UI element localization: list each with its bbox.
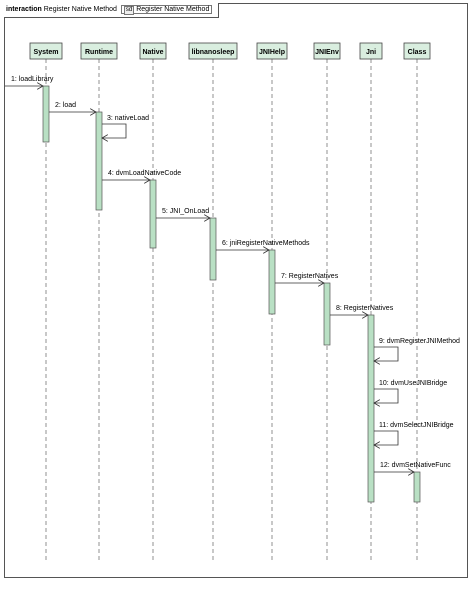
interaction-reference[interactable]: sd Register Native Method (120, 5, 213, 15)
participant-class[interactable] (403, 42, 431, 60)
frame-name: Register Native Method (43, 6, 117, 13)
message-arrow-3-nativeload (102, 123, 127, 138)
participant-libnanosleep[interactable] (188, 42, 238, 60)
activation-bar (95, 111, 103, 211)
message-label-11-dvmselectjnibridge: 11: dvmSelectJNIBridge (379, 422, 454, 429)
activation-bar (268, 249, 276, 315)
activation-bar (42, 85, 50, 143)
message-label-2-load: 2: load (55, 102, 76, 109)
participant-label-runtime: Runtime (85, 49, 113, 56)
activation-bar (367, 314, 375, 503)
message-arrow-9-dvmregisterjnimethod (374, 346, 399, 361)
message-label-3-nativeload: 3: nativeLoad (107, 115, 149, 122)
participant-system[interactable] (29, 42, 63, 60)
participant-label-native: Native (142, 49, 163, 56)
message-label-5-jni-onload: 5: JNI_OnLoad (162, 208, 209, 215)
message-label-1-loadlibrary: 1: loadLibrary (11, 76, 54, 83)
activation-bar (323, 282, 331, 346)
message-label-4-dvmloadnativecode: 4: dvmLoadNativeCode (108, 170, 181, 177)
reference-name: Register Native Method (136, 6, 210, 13)
activation-bar (149, 179, 157, 249)
message-label-7-registernatives: 7: RegisterNatives (281, 273, 339, 280)
message-arrow-11-dvmselectjnibridge (374, 430, 399, 445)
frame-title-tab: interaction Register Native Method sd Reg… (4, 3, 220, 18)
participant-jni[interactable] (359, 42, 383, 60)
message-label-8-registernatives: 8: RegisterNatives (336, 305, 394, 312)
message-label-9-dvmregisterjnimethod: 9: dvmRegisterJNIMethod (379, 338, 460, 345)
participant-label-class: Class (408, 49, 427, 56)
interaction-frame (4, 3, 468, 578)
message-label-10-dvmusejnibridge: 10: dvmUseJNIBridge (379, 380, 447, 387)
participant-native[interactable] (139, 42, 167, 60)
participant-runtime[interactable] (80, 42, 118, 60)
participant-label-system: System (34, 49, 59, 56)
participant-jnihelp[interactable] (256, 42, 288, 60)
message-label-6-jniregisternativemethods: 6: jniRegisterNativeMethods (222, 240, 310, 247)
participant-label-jnihelp: JNIHelp (259, 49, 285, 56)
activation-bar (209, 217, 217, 281)
frame-keyword: interaction (6, 6, 42, 13)
participant-label-jni: Jni (366, 49, 376, 56)
sequence-diagram-icon: sd (123, 6, 135, 15)
message-label-12-dvmsetnativefunc: 12: dvmSetNativeFunc (380, 462, 451, 469)
message-arrow-10-dvmusejnibridge (374, 388, 399, 403)
participant-jnienv[interactable] (313, 42, 341, 60)
participant-label-libnanosleep: libnanosleep (192, 49, 235, 56)
participant-label-jnienv: JNIEnv (315, 49, 339, 56)
activation-bar (413, 471, 421, 503)
